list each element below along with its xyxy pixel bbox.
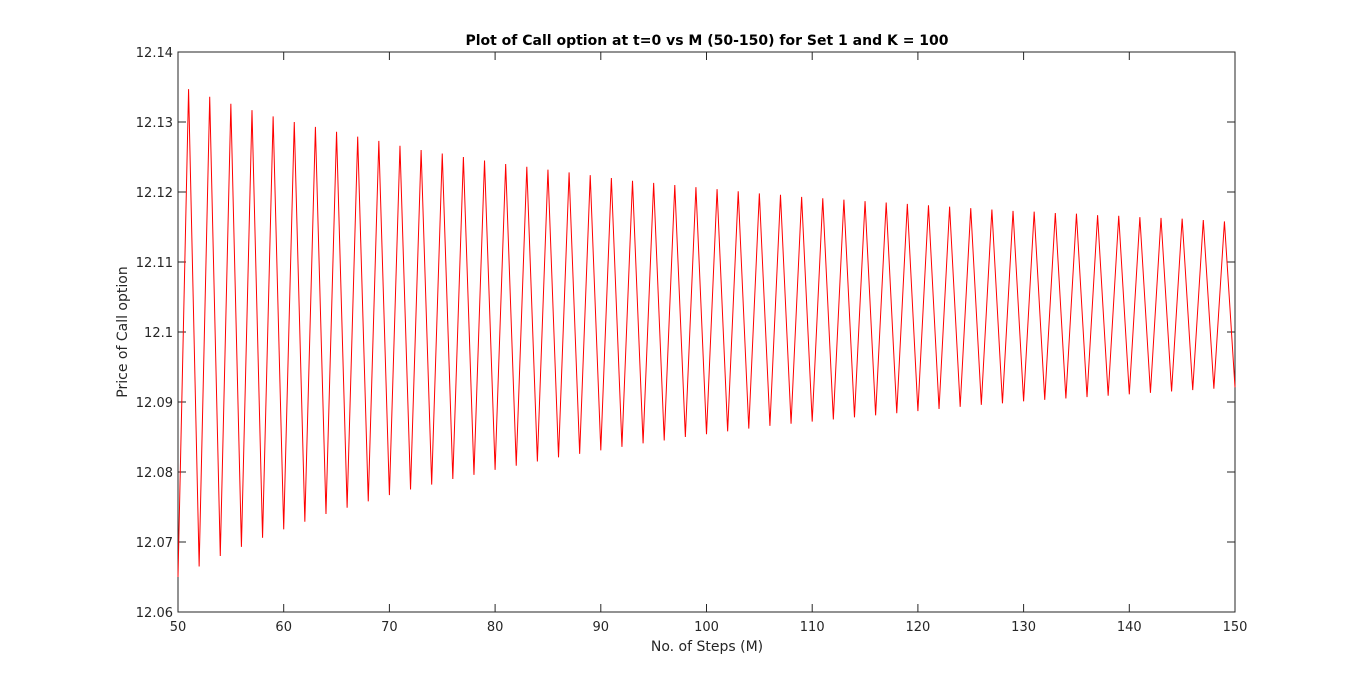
x-tick-labels: 50 60 70 80 90 100 110 120 130 140 150	[170, 620, 1248, 635]
x-tick-label: 150	[1223, 620, 1248, 635]
y-tick-label: 12.07	[136, 536, 173, 551]
x-tick-label: 110	[800, 620, 825, 635]
y-tick-label: 12.14	[136, 46, 173, 61]
y-tick-label: 12.1	[144, 326, 173, 341]
y-tick-label: 12.08	[136, 466, 173, 481]
x-tick-label: 60	[275, 620, 292, 635]
x-tick-label: 70	[381, 620, 398, 635]
y-tick-label: 12.12	[136, 186, 173, 201]
series-line-0	[177, 89, 1236, 578]
y-tick-label: 12.09	[136, 396, 173, 411]
x-tick-label: 120	[905, 620, 930, 635]
x-tick-label: 140	[1117, 620, 1142, 635]
y-tick-label: 12.13	[136, 116, 173, 131]
x-tick-label: 80	[487, 620, 504, 635]
y-tick-label: 12.06	[136, 606, 173, 621]
chart-title: Plot of Call option at t=0 vs M (50-150)…	[465, 33, 948, 49]
x-axis-title: No. of Steps (M)	[651, 639, 763, 655]
y-tick-label: 12.11	[136, 256, 173, 271]
x-tick-label: 50	[170, 620, 187, 635]
plot-area	[177, 51, 1236, 613]
series-layer	[177, 89, 1236, 578]
x-tick-label: 130	[1011, 620, 1036, 635]
y-tick-labels: 12.06 12.07 12.08 12.09 12.1 12.11 12.12 12.13 1…	[136, 46, 173, 621]
y-axis-title: Price of Call option	[115, 266, 131, 397]
x-tick-label: 90	[593, 620, 610, 635]
x-tick-label: 100	[694, 620, 719, 635]
